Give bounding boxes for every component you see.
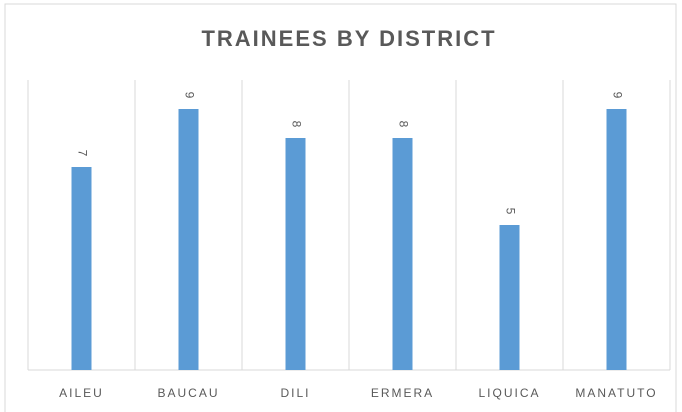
chart-frame (4, 3, 677, 412)
x-tick-label: AILEU (59, 386, 104, 400)
data-label: 7 (75, 150, 89, 157)
data-label: 8 (396, 121, 410, 128)
bar (606, 109, 627, 370)
x-tick-label: MANATUTO (575, 386, 657, 400)
bar (178, 109, 199, 370)
bar (392, 138, 413, 370)
x-tick-label: ERMERA (371, 386, 434, 400)
bar (285, 138, 306, 370)
chart-title: TRAINEES BY DISTRICT (201, 26, 496, 51)
data-label: 9 (610, 92, 624, 99)
data-label: 5 (503, 208, 517, 215)
data-label: 9 (182, 92, 196, 99)
bar (499, 225, 520, 370)
data-label: 8 (289, 121, 303, 128)
x-tick-label: BAUCAU (157, 386, 219, 400)
x-tick-label: DILI (280, 386, 310, 400)
x-tick-label: LIQUICA (478, 386, 540, 400)
bar (71, 167, 92, 370)
